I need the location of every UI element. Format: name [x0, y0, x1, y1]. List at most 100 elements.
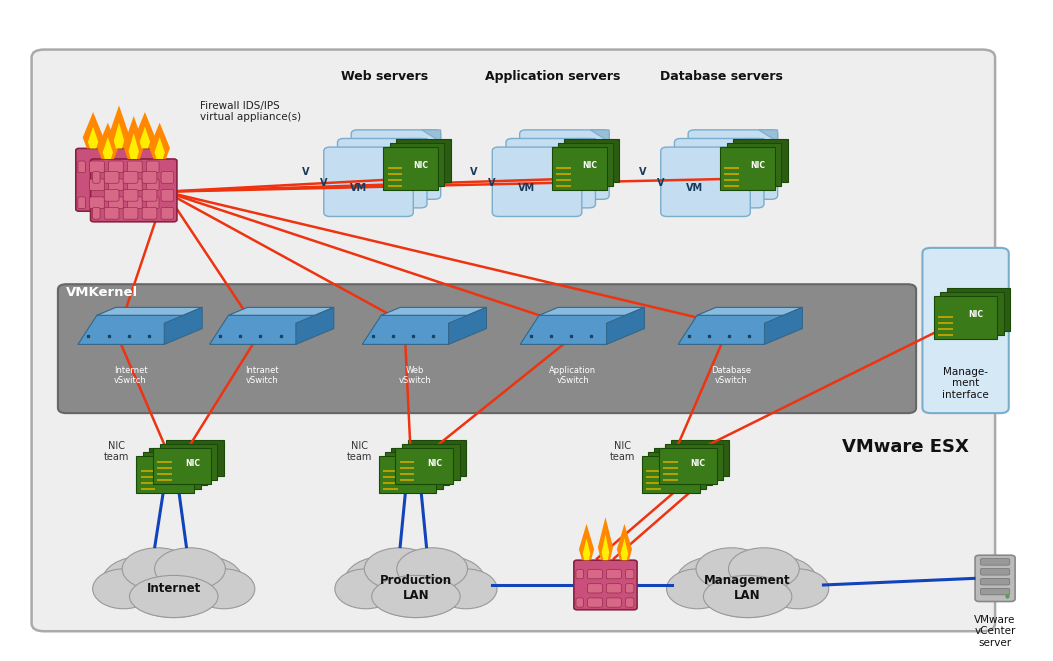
FancyBboxPatch shape: [108, 179, 123, 190]
Polygon shape: [731, 147, 750, 159]
Polygon shape: [947, 288, 1010, 330]
Polygon shape: [601, 534, 610, 561]
Polygon shape: [166, 440, 223, 476]
Polygon shape: [598, 517, 613, 561]
Polygon shape: [659, 448, 716, 484]
FancyBboxPatch shape: [93, 172, 100, 183]
Text: Web
vSwitch: Web vSwitch: [398, 366, 432, 385]
Polygon shape: [383, 147, 438, 190]
Text: VMKernel: VMKernel: [66, 286, 138, 299]
Text: VM: VM: [687, 183, 703, 194]
Polygon shape: [381, 307, 486, 315]
Text: NIC: NIC: [185, 459, 200, 468]
FancyBboxPatch shape: [127, 179, 142, 190]
Polygon shape: [135, 112, 155, 148]
Ellipse shape: [364, 553, 468, 617]
Text: NIC: NIC: [414, 161, 429, 171]
FancyBboxPatch shape: [142, 190, 157, 201]
Text: Production
LAN: Production LAN: [380, 574, 452, 602]
FancyBboxPatch shape: [576, 570, 583, 579]
Polygon shape: [98, 123, 118, 159]
Text: V: V: [638, 167, 647, 177]
Polygon shape: [210, 315, 315, 344]
Polygon shape: [641, 456, 699, 493]
Text: V: V: [301, 167, 310, 177]
Polygon shape: [579, 524, 594, 561]
Polygon shape: [617, 524, 632, 561]
FancyBboxPatch shape: [607, 584, 621, 593]
Text: Manage-
ment
interface: Manage- ment interface: [942, 367, 989, 400]
Ellipse shape: [703, 575, 792, 617]
Polygon shape: [150, 448, 206, 485]
Text: NIC: NIC: [582, 161, 597, 171]
Polygon shape: [654, 448, 712, 485]
Polygon shape: [620, 538, 629, 561]
FancyBboxPatch shape: [104, 190, 119, 201]
Polygon shape: [142, 452, 200, 489]
Text: Firewall IDS/IPS
virtual appliance(s): Firewall IDS/IPS virtual appliance(s): [200, 100, 301, 122]
FancyBboxPatch shape: [922, 248, 1009, 413]
Text: Internet: Internet: [146, 582, 201, 595]
Polygon shape: [520, 315, 625, 344]
Ellipse shape: [155, 548, 225, 590]
Polygon shape: [384, 452, 442, 489]
Text: Database
vSwitch: Database vSwitch: [711, 366, 751, 385]
FancyBboxPatch shape: [142, 208, 157, 219]
Polygon shape: [108, 105, 130, 148]
FancyBboxPatch shape: [104, 208, 119, 219]
FancyBboxPatch shape: [93, 208, 100, 219]
FancyBboxPatch shape: [78, 197, 85, 209]
FancyBboxPatch shape: [90, 179, 104, 190]
Polygon shape: [378, 456, 436, 493]
Polygon shape: [155, 137, 165, 159]
Polygon shape: [391, 448, 449, 485]
Polygon shape: [582, 538, 591, 561]
Polygon shape: [128, 134, 139, 159]
Text: V: V: [319, 178, 327, 188]
Polygon shape: [552, 147, 607, 190]
Ellipse shape: [740, 557, 817, 606]
Polygon shape: [733, 139, 788, 182]
FancyBboxPatch shape: [576, 598, 583, 607]
Polygon shape: [648, 452, 706, 489]
FancyBboxPatch shape: [661, 147, 750, 217]
Text: NIC
team: NIC team: [610, 441, 635, 462]
FancyBboxPatch shape: [980, 588, 1010, 595]
FancyBboxPatch shape: [625, 598, 634, 607]
FancyBboxPatch shape: [323, 147, 413, 217]
Ellipse shape: [767, 569, 829, 609]
FancyBboxPatch shape: [588, 598, 602, 607]
Polygon shape: [576, 139, 595, 150]
Ellipse shape: [696, 553, 799, 617]
Polygon shape: [727, 143, 781, 186]
FancyBboxPatch shape: [146, 179, 159, 190]
FancyBboxPatch shape: [91, 159, 177, 222]
Polygon shape: [449, 307, 486, 344]
Polygon shape: [408, 440, 465, 476]
Text: Application
vSwitch: Application vSwitch: [550, 366, 596, 385]
Text: Database servers: Database servers: [660, 69, 782, 83]
Polygon shape: [665, 444, 722, 480]
Polygon shape: [154, 448, 211, 484]
Text: VM: VM: [350, 183, 366, 194]
Polygon shape: [558, 143, 613, 186]
Text: V: V: [488, 178, 496, 188]
Text: VMware
vCenter
server: VMware vCenter server: [974, 615, 1016, 648]
Text: V: V: [656, 178, 664, 188]
Polygon shape: [87, 127, 98, 148]
FancyBboxPatch shape: [58, 284, 916, 413]
FancyBboxPatch shape: [588, 570, 602, 579]
Polygon shape: [720, 147, 775, 190]
Polygon shape: [607, 307, 644, 344]
Polygon shape: [396, 139, 451, 182]
Polygon shape: [123, 116, 144, 159]
Polygon shape: [150, 123, 170, 159]
Text: Intranet
vSwitch: Intranet vSwitch: [245, 366, 279, 385]
FancyBboxPatch shape: [492, 147, 581, 217]
FancyBboxPatch shape: [689, 130, 777, 200]
Text: Application servers: Application servers: [485, 69, 620, 83]
FancyBboxPatch shape: [161, 190, 174, 201]
FancyBboxPatch shape: [90, 197, 104, 209]
Polygon shape: [395, 448, 453, 484]
Polygon shape: [562, 147, 581, 159]
